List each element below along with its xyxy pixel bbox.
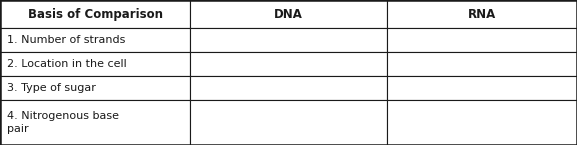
Text: Basis of Comparison: Basis of Comparison [28, 8, 163, 21]
Bar [0, 28, 190, 52]
Bar [387, 52, 577, 76]
Bar [0, 0, 190, 28]
Text: 1. Number of strands: 1. Number of strands [7, 35, 125, 45]
Bar [190, 76, 387, 100]
Bar [387, 28, 577, 52]
Text: 3. Type of sugar: 3. Type of sugar [7, 83, 96, 93]
Bar [0, 52, 190, 76]
Bar [387, 0, 577, 28]
Bar [190, 52, 387, 76]
Text: 2. Location in the cell: 2. Location in the cell [7, 59, 127, 69]
Bar [190, 28, 387, 52]
Bar [0, 76, 190, 100]
Bar [190, 0, 387, 28]
Bar [0, 100, 190, 145]
Bar [190, 100, 387, 145]
Text: DNA: DNA [274, 8, 303, 21]
Text: RNA: RNA [468, 8, 496, 21]
Text: 4. Nitrogenous base
pair: 4. Nitrogenous base pair [7, 111, 119, 134]
Bar [387, 76, 577, 100]
Bar [387, 100, 577, 145]
